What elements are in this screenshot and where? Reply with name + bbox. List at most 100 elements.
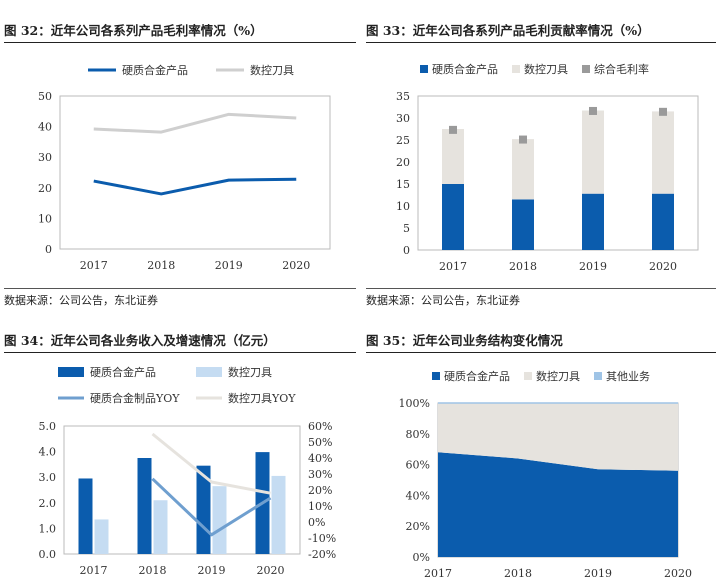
fig35-chart: 0% 20% 40% 60% 80% 100% 2017 2018 2019 2020 硬质合金产品… [399,369,692,579]
fig34-plot-frame [63,425,301,555]
fig35-xtick-label: 2019 [584,567,612,579]
fig34-legend-label: 数控刀具 [228,365,272,379]
fig33-bottom-rule [366,288,716,289]
fig33-ytick-label: 10 [396,200,410,213]
fig34-legend-swatch [196,367,222,377]
fig33-chart: 0 5 10 15 20 25 30 35 2017 2018 2019 2020 硬质合金产品 数控刀具… [396,62,699,273]
fig33-ytick-label: 0 [403,244,410,257]
fig35-ytick-label: 20% [406,520,430,533]
fig33-bar-hardalloy [652,193,674,250]
fig34-xtick-label: 2018 [139,564,167,577]
fig34-legend-label: 数控刀具YOY [228,391,296,405]
fig34-ytick-label: 1.0 [39,522,57,535]
fig35-ytick-label: 60% [406,459,430,472]
fig33-legend-swatch [512,65,520,73]
fig32-ytick-label: 50 [38,90,52,103]
fig33-ytick-label: 15 [396,178,410,191]
fig33-marker-margin [519,135,527,144]
fig33-marker-margin [659,107,667,116]
fig33-bar-hardalloy [582,193,604,250]
fig32-ytick-label: 10 [38,212,52,225]
fig34-y2tick-label: 30% [308,468,332,481]
fig33-bar-cnc [442,129,464,184]
fig33-bar-cnc [582,110,604,194]
fig35-legend-label: 其他业务 [606,370,650,383]
fig34-y2tick-label: -10% [308,532,336,545]
fig35-ytick-label: 40% [406,489,430,502]
fig34-yoy-line [151,432,271,495]
fig33-title-rule [366,42,716,43]
fig34-bar-cnc [212,486,227,554]
fig35-legend-label: 数控刀具 [536,369,580,383]
fig33-ytick-label: 20 [396,156,410,169]
fig34-bar-cnc [153,500,168,554]
fig34-ytick-label: 2.0 [39,497,57,510]
fig35-legend-swatch [432,372,440,380]
fig33-source: 数据来源：公司公告，东北证券 [366,294,520,307]
fig35-area [438,403,678,471]
fig34-bar-cnc [94,519,109,554]
fig33-marker-margin [449,125,457,134]
fig34-legend-label: 硬质合金产品 [90,365,156,379]
fig35-xtick-label: 2018 [504,567,532,579]
fig33-legend-label: 综合毛利率 [594,62,649,76]
fig33-ytick-label: 25 [396,134,410,147]
fig33-bar-hardalloy [442,184,464,250]
fig35-ytick-label: 80% [406,428,430,441]
fig32-legend-label: 数控刀具 [250,63,294,77]
fig33-legend-label: 数控刀具 [524,62,568,76]
fig32-source: 数据来源：公司公告，东北证券 [4,294,158,307]
fig32-bottom-rule [4,288,356,289]
fig35-xtick-label: 2020 [664,567,692,579]
fig34-y2tick-label: 0% [308,516,325,529]
fig33-marker-margin [589,106,597,115]
fig33-legend-label: 硬质合金产品 [432,62,498,76]
fig34-y2tick-label: 50% [308,436,332,449]
fig34-xtick-label: 2020 [257,564,285,577]
fig32-chart: 0 10 20 30 40 50 2017 2018 2019 2020 硬质合金产品 数控刀具 [38,63,331,272]
fig32-xtick-label: 2018 [147,259,175,272]
fig34-y2tick-label: 20% [308,484,332,497]
fig33-title: 图 33：近年公司各系列产品毛利贡献率情况（%） [366,23,650,38]
fig35-legend-swatch [594,372,602,380]
fig34-bar-cnc [271,475,286,554]
fig32-plot-frame [59,95,331,250]
fig33-xtick-label: 2018 [509,260,537,273]
fig35-title-rule [366,352,716,353]
fig35-ytick-label: 0% [413,551,430,564]
fig34-chart: 0.0 1.0 2.0 3.0 4.0 5.0 -20% -10% 0% 10% 20% 30% 40%… [39,365,337,577]
fig34-ytick-label: 4.0 [39,446,57,459]
fig33-bar-cnc [512,139,534,200]
fig33-xtick-label: 2019 [579,260,607,273]
fig33-ytick-label: 30 [396,112,410,125]
fig33-bar-cnc [652,111,674,194]
fig32-series-line [93,112,297,134]
fig34-ytick-label: 0.0 [39,548,57,561]
fig33-xtick-label: 2020 [649,260,677,273]
fig32-ytick-label: 30 [38,151,52,164]
fig32-xtick-label: 2020 [282,259,310,272]
fig33-legend-swatch [582,65,590,73]
fig34-bar-hardalloy [78,478,93,554]
fig32-title-rule [4,42,356,43]
fig32-title: 图 32：近年公司各系列产品毛利率情况（%） [4,23,263,38]
fig34-legend-label: 硬质合金制品YOY [90,391,180,405]
fig32-xtick-label: 2017 [80,259,108,272]
fig34-title-rule [4,352,356,353]
fig33-legend-swatch [420,65,428,73]
fig34-yoy-line [151,477,272,537]
fig34-y2tick-label: -20% [308,548,336,561]
fig34-y2tick-label: 10% [308,500,332,513]
fig33-ytick-label: 5 [403,222,410,235]
fig35-ytick-label: 100% [399,397,430,410]
fig34-ytick-label: 3.0 [39,471,57,484]
fig32-legend-label: 硬质合金产品 [122,63,188,77]
fig34-bar-hardalloy [137,458,152,554]
fig34-title: 图 34：近年公司各业务收入及增速情况（亿元） [4,333,276,348]
fig33-ytick-label: 35 [396,90,410,103]
fig34-y2tick-label: 60% [308,420,332,433]
fig35-title: 图 35：近年公司业务结构变化情况 [366,333,563,348]
fig32-ytick-label: 0 [45,243,52,256]
fig32-xtick-label: 2019 [215,259,243,272]
fig35-area [438,452,678,557]
